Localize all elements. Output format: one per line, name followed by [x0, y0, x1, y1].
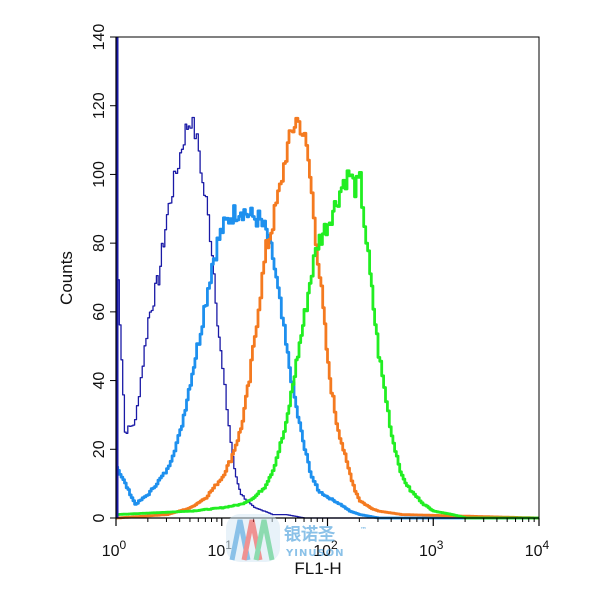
- y-tick-label: 40: [91, 372, 108, 390]
- x-tick-label: 104: [525, 538, 550, 560]
- y-axis-title: Counts: [57, 251, 76, 305]
- watermark-emblem-icon: [226, 514, 280, 562]
- y-tick-label: 80: [91, 234, 108, 252]
- y-tick-label: 100: [91, 161, 108, 188]
- y-tick-label: 120: [91, 92, 108, 119]
- y-tick-label: 140: [91, 24, 108, 51]
- watermark-trademark: ™: [360, 526, 367, 534]
- x-tick-label: 103: [419, 538, 444, 560]
- histogram-series-4: [116, 169, 539, 520]
- x-tick-label: 100: [102, 538, 127, 560]
- histogram-series-1: [116, 116, 539, 519]
- x-tick-label: 102: [313, 538, 338, 560]
- y-tick-label: 0: [91, 513, 108, 522]
- histogram-series-3: [116, 116, 539, 520]
- watermark-logo: 银诺圣 YINUSON ™: [226, 514, 367, 562]
- x-ticks: 100101102103104: [102, 518, 550, 560]
- series-layer: [115, 37, 539, 520]
- y-tick-label: 20: [91, 440, 108, 458]
- watermark-chinese-text: 银诺圣: [284, 524, 336, 545]
- x-axis-title: FL1-H: [294, 559, 341, 578]
- plot-frame: [115, 36, 540, 519]
- watermark-latin-text: YINUSON: [285, 548, 345, 559]
- y-ticks: 0 20 40 60 80 100 120 140: [91, 24, 116, 522]
- y-tick-label: 60: [91, 303, 108, 321]
